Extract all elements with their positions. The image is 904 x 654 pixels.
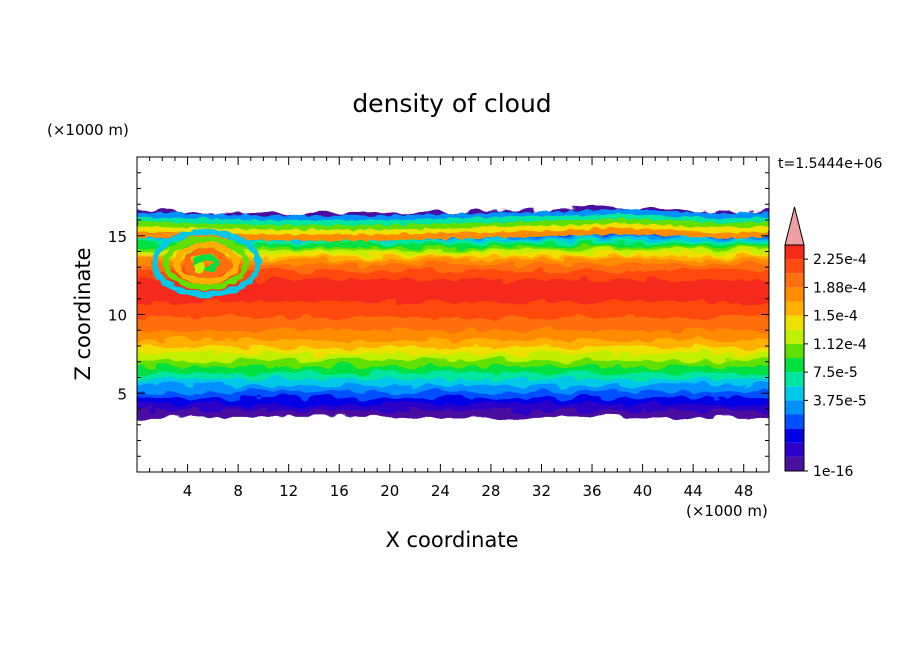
y-axis-label: Z coordinate	[71, 247, 95, 380]
colorbar-swatch-9	[785, 329, 804, 344]
colorbar-swatch-1	[785, 442, 804, 457]
y-tick-label-2: 15	[108, 228, 127, 246]
field-band-14	[137, 279, 769, 302]
colorbar-swatch-7	[785, 358, 804, 373]
x-tick-label-11: 48	[734, 482, 753, 500]
cloud-top-arc-2	[137, 218, 769, 231]
density-field	[137, 207, 769, 417]
time-label: t=1.5444e+06	[778, 156, 882, 172]
x-tick-label-4: 20	[380, 482, 399, 500]
colorbar-label-0: 2.25e-4	[813, 252, 867, 268]
colorbar-swatch-3	[785, 414, 804, 429]
y-unit-label: (×1000 m)	[47, 121, 129, 139]
vortex-ring-2	[173, 242, 240, 285]
x-tick-label-9: 40	[633, 482, 652, 500]
x-tick-label-8: 36	[582, 482, 601, 500]
colorbar-swatch-0	[785, 456, 804, 471]
y-tick-label-0: 5	[117, 385, 127, 403]
vortex-ring-3	[183, 248, 230, 279]
colorbar-label-1: 1.88e-4	[813, 280, 867, 296]
cloud-top-arc-0	[137, 209, 769, 222]
colorbar-swatch-13	[785, 273, 804, 288]
colorbar-swatch-4	[785, 400, 804, 415]
x-tick-label-1: 8	[233, 482, 243, 500]
x-unit-label: (×1000 m)	[686, 502, 768, 520]
cloud-top-arc-3	[137, 223, 769, 236]
cloud-top-arc-1	[137, 213, 769, 227]
colorbar-swatch-5	[785, 386, 804, 401]
colorbar: 2.25e-4 1.88e-4 1.5e-4 1.12e-4 7.5e-5 3.75e-5…	[784, 206, 867, 480]
cloud-top-arc-4	[137, 228, 769, 241]
colorbar-swatch-8	[785, 343, 804, 358]
colorbar-swatch-2	[785, 428, 804, 443]
x-tick-label-3: 16	[330, 482, 349, 500]
y-tick-label-1: 10	[108, 307, 127, 325]
vortex-ring-1	[163, 236, 250, 291]
x-tick-label-0: 4	[183, 482, 193, 500]
colorbar-extend-max	[784, 206, 805, 246]
x-tick-label-2: 12	[279, 482, 298, 500]
colorbar-swatch-11	[785, 301, 804, 316]
vortex-core	[194, 261, 207, 274]
chart-title: density of cloud	[352, 89, 551, 118]
x-tick-label-7: 32	[532, 482, 551, 500]
colorbar-label-2: 1.5e-4	[813, 309, 858, 325]
vortex-ring-0	[151, 229, 262, 298]
colorbar-swatch-6	[785, 372, 804, 387]
x-tick-label-6: 28	[481, 482, 500, 500]
colorbar-swatch-12	[785, 287, 804, 302]
x-tick-label-10: 44	[684, 482, 703, 500]
y-axis: 5 10 15	[108, 172, 769, 457]
colorbar-label-6: 1e-16	[813, 464, 853, 480]
colorbar-swatch-10	[785, 315, 804, 330]
x-tick-label-5: 24	[431, 482, 450, 500]
colorbar-label-4: 7.5e-5	[813, 365, 858, 381]
colorbar-label-3: 1.12e-4	[813, 337, 867, 353]
colorbar-label-5: 3.75e-5	[813, 393, 867, 409]
colorbar-swatch-14	[785, 259, 804, 274]
colorbar-swatch-15	[785, 245, 804, 260]
x-axis-label: X coordinate	[385, 528, 518, 552]
x-axis: 4 8 12 16 20 24 28 32 36 40 44 48	[149, 157, 757, 500]
